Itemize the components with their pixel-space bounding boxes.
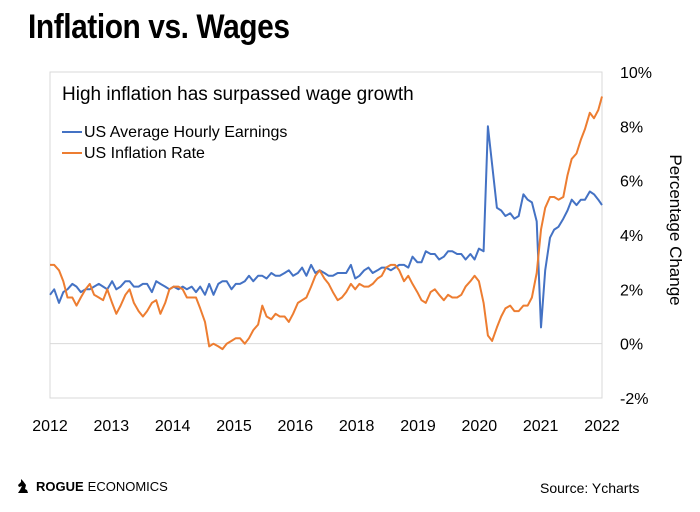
x-tick-label: 2020 [462,418,498,435]
brand-name-bold: ROGUE [36,478,84,494]
x-tick-label: 2022 [584,418,620,435]
chart-annotation: High inflation has surpassed wage growth [62,84,414,105]
y-tick-label: 0% [620,337,643,354]
brand-logo: ROGUE ECONOMICS [14,478,168,494]
x-tick-label: 2012 [32,418,68,435]
y-tick-label: 4% [620,228,643,245]
y-tick-label: -2% [620,391,648,408]
x-tick-label: 2019 [400,418,436,435]
y-tick-label: 8% [620,119,643,136]
series-line-wages [49,125,603,329]
x-tick-label: 2016 [278,418,314,435]
legend-label: US Average Hourly Earnings [84,124,287,141]
y-axis-label: Percentage Change [666,154,685,305]
series-line-inflation [50,96,603,351]
page-title: Inflation vs. Wages [28,8,290,46]
x-tick-label: 2013 [94,418,130,435]
knight-chess-icon [18,479,28,493]
x-tick-label: 2018 [339,418,375,435]
y-tick-label: 6% [620,174,643,191]
brand-name-rest: ECONOMICS [87,478,168,494]
y-tick-label: 2% [620,282,643,299]
y-tick-label: 10% [620,65,652,82]
plot-frame [49,71,603,399]
x-tick-label: 2021 [523,418,559,435]
x-tick-label: 2015 [216,418,252,435]
x-tick-label: 2014 [155,418,191,435]
legend-label: US Inflation Rate [84,145,205,162]
source-note: Source: Ycharts [540,480,640,496]
